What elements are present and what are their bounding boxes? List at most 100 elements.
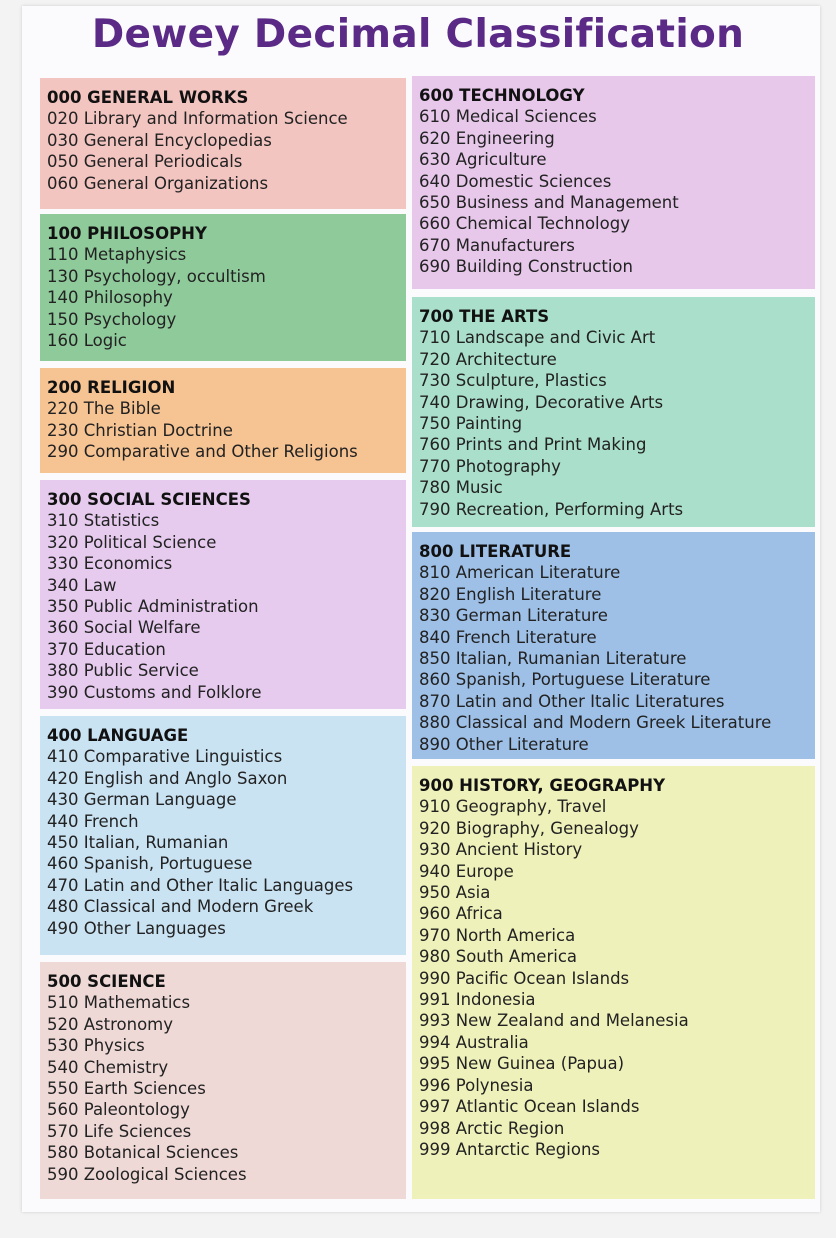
class-item: 660 Chemical Technology — [419, 214, 630, 234]
class-item: 840 French Literature — [419, 627, 597, 647]
class-item: 410 Comparative Linguistics — [47, 747, 283, 767]
category-section: 800 LITERATURE 810 American Literature 820… — [412, 532, 815, 759]
section-heading: 800 LITERATURE — [419, 542, 572, 561]
class-item: 650 Business and Management — [419, 193, 679, 213]
class-item: 160 Logic — [47, 331, 127, 351]
class-item: 830 German Literature — [419, 606, 608, 626]
class-item: 998 Arctic Region — [419, 1118, 565, 1138]
class-item: 780 Music — [419, 478, 503, 498]
title: Dewey Decimal Classification — [91, 12, 745, 57]
class-item: 940 Europe — [419, 861, 514, 881]
class-item: 570 Life Sciences — [47, 1121, 192, 1141]
category-section: 000 GENERAL WORKS 020 Library and Informa… — [40, 78, 406, 209]
class-item: 310 Statistics — [47, 511, 160, 531]
class-item: 970 North America — [419, 925, 576, 945]
category-section: 500 SCIENCE 510 Mathematics 520 Astronomy 5… — [40, 962, 406, 1199]
class-item: 360 Social Welfare — [47, 618, 201, 638]
class-item: 880 Classical and Modern Greek Literatur… — [419, 713, 772, 733]
class-item: 991 Indonesia — [419, 990, 536, 1010]
class-item: 950 Asia — [419, 883, 491, 903]
class-item: 850 Italian, Rumanian Literature — [419, 649, 687, 669]
class-item: 640 Domestic Sciences — [419, 171, 612, 191]
class-item: 150 Psychology — [47, 309, 177, 329]
class-item: 790 Recreation, Performing Arts — [419, 499, 684, 519]
section-heading: 500 SCIENCE — [47, 972, 166, 991]
class-item: 530 Physics — [47, 1036, 145, 1056]
class-item: 730 Sculpture, Plastics — [419, 371, 607, 391]
class-item: 810 American Literature — [419, 563, 621, 583]
class-item: 520 Astronomy — [47, 1014, 173, 1034]
class-item: 560 Paleontology — [47, 1100, 190, 1120]
class-item: 580 Botanical Sciences — [47, 1143, 239, 1163]
category-section: 300 SOCIAL SCIENCES 310 Statistics 320 Pol… — [40, 480, 406, 709]
class-item: 290 Comparative and Other Religions — [47, 442, 358, 462]
class-item: 930 Ancient History — [419, 840, 583, 860]
class-item: 060 General Organizations — [47, 173, 269, 193]
class-item: 996 Polynesia — [419, 1075, 534, 1095]
class-item: 920 Biography, Genealogy — [419, 818, 639, 838]
class-item: 430 German Language — [47, 790, 237, 810]
class-item: 030 General Encyclopedias — [47, 130, 272, 150]
class-item: 390 Customs and Folklore — [47, 682, 262, 702]
section-heading: 600 TECHNOLOGY — [419, 86, 585, 105]
class-item: 993 New Zealand and Melanesia — [419, 1011, 689, 1031]
class-item: 994 Australia — [419, 1032, 529, 1052]
class-item: 890 Other Literature — [419, 734, 589, 754]
class-item: 440 French — [47, 811, 139, 831]
category-section: 400 LANGUAGE 410 Comparative Linguistics 4… — [40, 716, 406, 955]
section-heading: 100 PHILOSOPHY — [47, 224, 207, 243]
class-item: 110 Metaphysics — [47, 245, 187, 265]
class-item: 320 Political Science — [47, 532, 217, 552]
class-item: 620 Engineering — [419, 128, 555, 148]
class-item: 370 Education — [47, 639, 166, 659]
class-item: 450 Italian, Rumanian — [47, 833, 229, 853]
section-heading: 900 HISTORY, GEOGRAPHY — [419, 776, 666, 795]
class-item: 230 Christian Doctrine — [47, 420, 233, 440]
category-section: 100 PHILOSOPHY 110 Metaphysics 130 Psychol… — [40, 214, 406, 361]
category-section: 900 HISTORY, GEOGRAPHY 910 Geography, Tra… — [412, 766, 815, 1199]
class-item: 710 Landscape and Civic Art — [419, 328, 656, 348]
class-item: 130 Psychology, occultism — [47, 266, 266, 286]
class-item: 550 Earth Sciences — [47, 1079, 206, 1099]
class-item: 770 Photography — [419, 456, 561, 476]
class-item: 630 Agriculture — [419, 150, 547, 170]
class-item: 490 Other Languages — [47, 918, 226, 938]
section-heading: 200 RELIGION — [47, 378, 176, 397]
category-section: 200 RELIGION 220 The Bible 230 Christian D… — [40, 368, 406, 473]
section-heading: 400 LANGUAGE — [47, 726, 189, 745]
class-item: 050 General Periodicals — [47, 152, 243, 172]
class-item: 460 Spanish, Portuguese — [47, 854, 253, 874]
class-item: 590 Zoological Sciences — [47, 1164, 247, 1184]
class-item: 760 Prints and Print Making — [419, 435, 647, 455]
class-item: 020 Library and Information Science — [47, 109, 348, 129]
category-section: 600 TECHNOLOGY 610 Medical Sciences 620 En… — [412, 76, 815, 289]
class-item: 740 Drawing, Decorative Arts — [419, 392, 664, 412]
class-item: 999 Antarctic Regions — [419, 1139, 601, 1159]
class-item: 690 Building Construction — [419, 257, 633, 277]
section-heading: 300 SOCIAL SCIENCES — [47, 490, 251, 509]
class-item: 140 Philosophy — [47, 288, 173, 308]
class-item: 720 Architecture — [419, 349, 557, 369]
class-item: 610 Medical Sciences — [419, 107, 597, 127]
section-heading: 000 GENERAL WORKS — [47, 88, 249, 107]
class-item: 990 Pacific Ocean Islands — [419, 968, 630, 988]
class-item: 220 The Bible — [47, 399, 161, 419]
class-item: 820 English Literature — [419, 584, 602, 604]
class-item: 470 Latin and Other Italic Languages — [47, 875, 354, 895]
class-item: 870 Latin and Other Italic Literatures — [419, 691, 725, 711]
class-item: 980 South America — [419, 947, 577, 967]
class-item: 860 Spanish, Portuguese Literature — [419, 670, 711, 690]
class-item: 340 Law — [47, 575, 117, 595]
class-item: 540 Chemistry — [47, 1057, 169, 1077]
class-item: 995 New Guinea (Papua) — [419, 1054, 625, 1074]
class-item: 350 Public Administration — [47, 597, 259, 617]
class-item: 380 Public Service — [47, 661, 199, 681]
class-item: 510 Mathematics — [47, 993, 191, 1013]
class-item: 670 Manufacturers — [419, 235, 575, 255]
section-heading: 700 THE ARTS — [419, 307, 550, 326]
class-item: 330 Economics — [47, 554, 173, 574]
category-section: 700 THE ARTS 710 Landscape and Civic Art 7… — [412, 297, 815, 527]
class-item: 910 Geography, Travel — [419, 797, 607, 817]
class-item: 960 Africa — [419, 904, 503, 924]
